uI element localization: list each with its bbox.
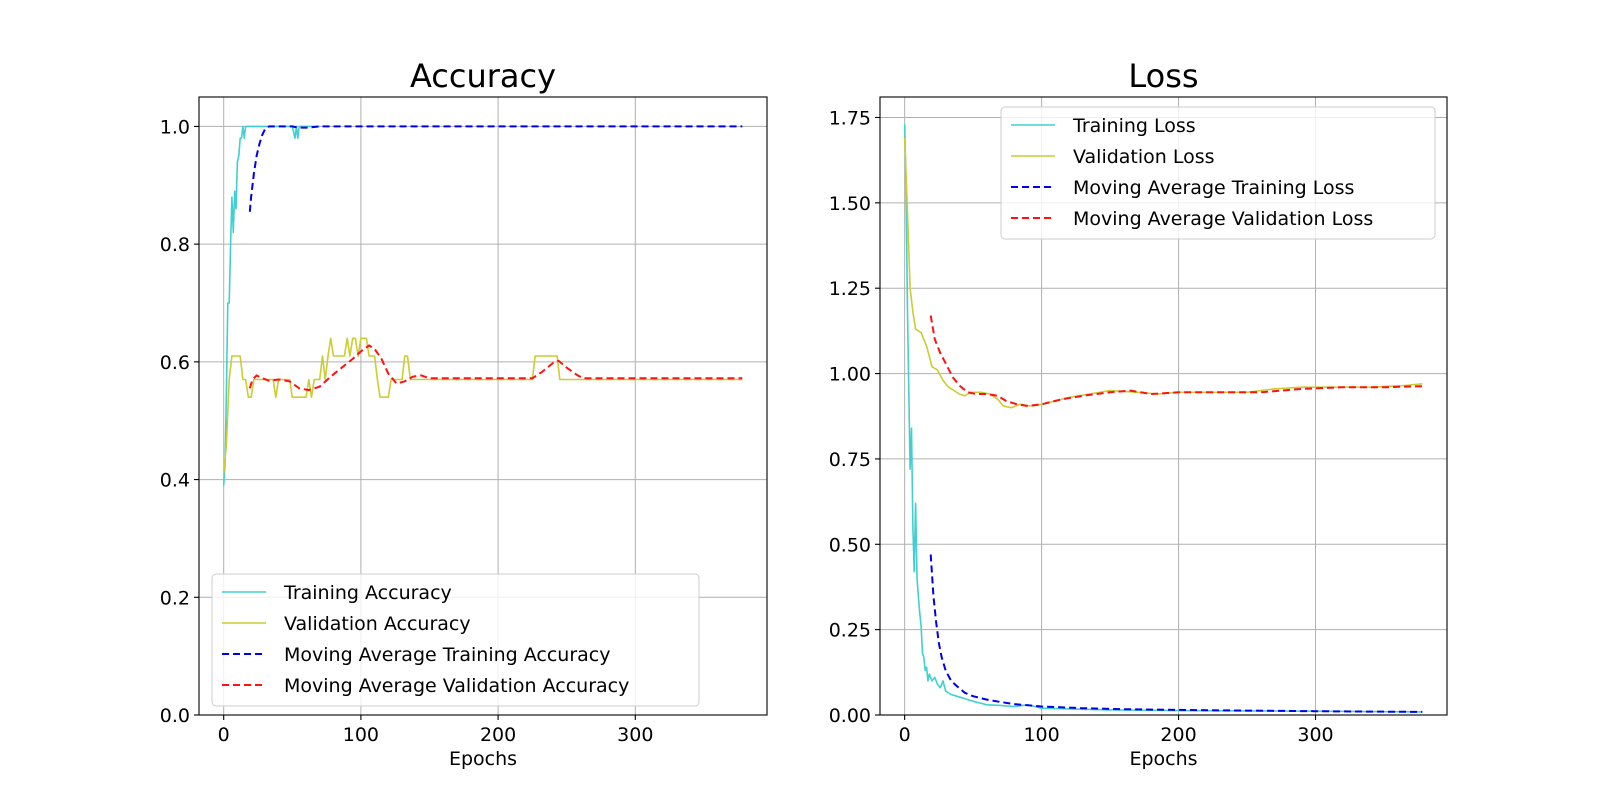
loss-y-tick-label: 0.50 <box>829 534 871 556</box>
loss-y-tick-label: 0.25 <box>829 620 871 642</box>
loss-legend-label-moving-average-validation-loss: Moving Average Validation Loss <box>1073 208 1373 230</box>
accuracy-legend-box <box>211 573 700 707</box>
accuracy-series-validation-accuracy <box>222 337 743 474</box>
loss-plot-frame <box>879 96 1448 716</box>
loss-series-moving-average-training-loss <box>929 554 1423 713</box>
accuracy-plot-frame <box>198 96 768 716</box>
loss-series-moving-average-validation-loss <box>929 315 1423 407</box>
accuracy-legend: Training Accuracy Validation Accuracy Movi… <box>211 573 700 707</box>
accuracy-legend-label-moving-average-validation-accuracy: Moving Average Validation Accuracy <box>284 675 629 697</box>
loss-legend-label-training-loss: Training Loss <box>1072 115 1196 137</box>
accuracy-legend-label-training-accuracy: Training Accuracy <box>283 582 452 604</box>
accuracy-series-moving-average-validation-accuracy <box>248 344 743 392</box>
accuracy-x-tick-label: 0 <box>218 724 230 746</box>
accuracy-y-tick-label: 0.4 <box>160 470 190 492</box>
loss-y-tick-label: 1.00 <box>829 364 871 386</box>
loss-x-tick-label: 200 <box>1160 724 1196 746</box>
loss-legend-label-moving-average-training-loss: Moving Average Training Loss <box>1073 177 1354 199</box>
accuracy-legend-label-validation-accuracy: Validation Accuracy <box>284 613 471 635</box>
accuracy-series-moving-average-training-accuracy <box>248 125 743 212</box>
loss-legend-label-validation-loss: Validation Loss <box>1073 146 1215 168</box>
accuracy-y-tick-label: 0.2 <box>160 587 190 609</box>
loss-y-tick-label: 1.25 <box>829 278 871 300</box>
accuracy-x-tick-label: 300 <box>617 724 653 746</box>
accuracy-y-tick-label: 1.0 <box>160 116 190 138</box>
loss-x-tick-label: 0 <box>899 724 911 746</box>
accuracy-x-tick-label: 100 <box>343 724 379 746</box>
loss-x-tick-label: 300 <box>1297 724 1333 746</box>
loss-legend: Training Loss Validation Loss Moving Avera… <box>1000 106 1436 240</box>
loss-legend-box <box>1000 106 1436 240</box>
accuracy-x-tick-label: 200 <box>480 724 516 746</box>
accuracy-x-axis-label: Epochs <box>449 748 517 770</box>
accuracy-y-tick-label: 0.8 <box>160 234 190 256</box>
accuracy-y-tick-label: 0.6 <box>160 352 190 374</box>
loss-y-tick-label: 0.75 <box>829 449 871 471</box>
loss-chart: Loss 0 100 200 300 0.00 0.25 0.50 0.75 1.00 1.25 1.… <box>829 57 1448 770</box>
accuracy-legend-label-moving-average-training-accuracy: Moving Average Training Accuracy <box>284 644 611 666</box>
loss-chart-title: Loss <box>1128 57 1198 95</box>
loss-y-tick-label: 1.75 <box>829 107 871 129</box>
accuracy-y-tick-label: 0.0 <box>160 705 190 727</box>
loss-y-tick-label: 0.00 <box>829 705 871 727</box>
loss-x-tick-label: 100 <box>1023 724 1059 746</box>
accuracy-chart-title: Accuracy <box>410 57 556 95</box>
loss-y-tick-label: 1.50 <box>829 193 871 215</box>
accuracy-series-training-accuracy <box>222 125 320 486</box>
accuracy-chart: Accuracy 0 100 200 300 0.0 0.2 0.4 0.6 0.8 1.0 Epoc… <box>160 57 768 770</box>
loss-series-validation-loss <box>903 137 1423 409</box>
loss-x-axis-label: Epochs <box>1129 748 1197 770</box>
